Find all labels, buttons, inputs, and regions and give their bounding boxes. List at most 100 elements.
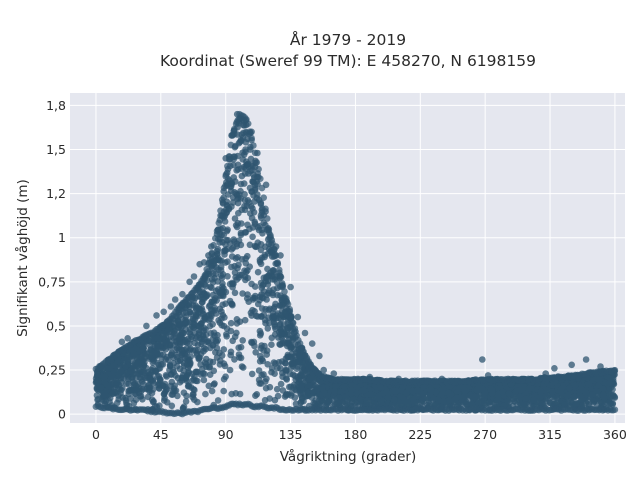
data-point [253, 159, 261, 166]
data-point [149, 359, 157, 366]
data-point [242, 255, 249, 262]
data-point [176, 321, 184, 329]
y-tick-label: 1,5 [46, 142, 66, 157]
data-point [606, 379, 613, 387]
data-point [272, 325, 279, 333]
data-point [182, 398, 190, 405]
data-point [289, 319, 297, 327]
data-points [92, 110, 619, 418]
data-point [168, 402, 176, 410]
data-point [130, 399, 138, 407]
data-point [153, 334, 161, 342]
data-point [282, 366, 289, 374]
data-point [289, 360, 296, 367]
data-point [377, 384, 384, 391]
data-point [484, 372, 492, 379]
data-point [594, 392, 601, 399]
data-point [262, 205, 269, 213]
data-point [172, 346, 179, 354]
data-point [163, 373, 170, 380]
data-point [178, 346, 186, 354]
data-point [573, 400, 580, 408]
data-point [264, 325, 272, 332]
data-point [237, 354, 245, 362]
data-point [205, 252, 212, 259]
data-point [343, 400, 351, 407]
x-axis-ticks: 0 45 90 135 180 225 270 315 360 [92, 427, 627, 442]
data-point [141, 359, 148, 366]
data-point [284, 300, 292, 308]
data-point [139, 396, 146, 403]
y-tick-label: 1 [58, 230, 66, 245]
data-point [200, 259, 208, 266]
data-point [282, 391, 290, 399]
data-point [209, 291, 217, 299]
data-point [146, 336, 153, 344]
data-point [218, 257, 225, 265]
data-point [208, 298, 216, 306]
data-point [335, 394, 343, 402]
data-point [206, 322, 214, 330]
data-point [214, 250, 221, 258]
data-point [174, 392, 181, 400]
data-point [193, 368, 200, 376]
data-point [222, 173, 229, 180]
data-point [206, 371, 214, 379]
data-point [576, 392, 583, 400]
data-point [179, 371, 187, 379]
data-point [277, 252, 284, 259]
data-point [243, 202, 251, 210]
data-point [582, 389, 590, 397]
data-point [267, 233, 275, 241]
data-point [417, 400, 425, 407]
data-point [210, 329, 218, 337]
data-point [146, 374, 153, 382]
data-point [383, 389, 390, 396]
data-point [526, 385, 533, 392]
data-point [95, 395, 102, 403]
data-point [251, 283, 259, 290]
data-point [258, 305, 266, 312]
data-point [216, 319, 224, 327]
data-point [159, 382, 166, 389]
data-point [549, 393, 556, 401]
data-point [176, 334, 183, 342]
data-point [239, 134, 247, 141]
data-point [609, 375, 617, 382]
data-point [304, 392, 312, 400]
data-point [582, 356, 590, 363]
data-point [143, 322, 150, 330]
data-point [265, 226, 273, 233]
data-point [435, 396, 442, 404]
data-point [198, 340, 205, 348]
data-point [220, 346, 228, 353]
data-point [171, 296, 179, 303]
data-point [348, 386, 355, 394]
data-point [223, 331, 230, 338]
data-point [119, 384, 126, 392]
data-point [105, 382, 112, 390]
data-point [287, 345, 295, 352]
data-point [229, 280, 236, 288]
data-point [208, 284, 215, 292]
data-point [183, 356, 190, 363]
data-point [236, 390, 244, 398]
data-point [598, 399, 606, 407]
data-point [248, 370, 256, 378]
data-point [367, 391, 374, 398]
data-point [427, 386, 435, 394]
data-point [254, 149, 261, 157]
data-point [148, 351, 155, 359]
data-point [400, 394, 407, 402]
data-point [403, 389, 410, 397]
data-point [257, 330, 265, 337]
data-point [259, 357, 267, 365]
data-point [137, 368, 145, 376]
data-point [233, 110, 241, 118]
data-point [286, 305, 294, 313]
data-point [260, 288, 268, 295]
data-point [253, 191, 261, 198]
data-point [257, 260, 265, 268]
data-point [242, 148, 249, 156]
data-point [478, 385, 486, 393]
